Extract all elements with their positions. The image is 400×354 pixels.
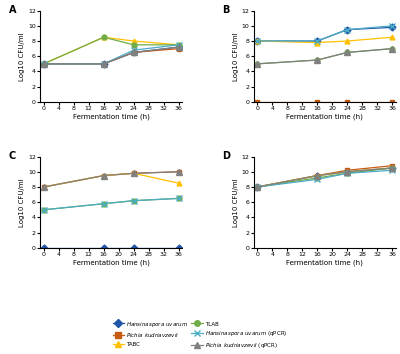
Legend: $\it{Hansinaspora}$ $\it{uvarum}$, $\it{Pichia}$ $\it{kudriavzevii}$, TABC, TLAB: $\it{Hansinaspora}$ $\it{uvarum}$, $\it{… (112, 319, 288, 351)
X-axis label: Fermentation time (h): Fermentation time (h) (73, 260, 150, 266)
Y-axis label: Log10 CFU/ml: Log10 CFU/ml (19, 178, 25, 227)
Text: A: A (9, 5, 16, 15)
Y-axis label: Log10 CFU/ml: Log10 CFU/ml (19, 32, 25, 81)
X-axis label: Fermentation time (h): Fermentation time (h) (286, 114, 363, 120)
X-axis label: Fermentation time (h): Fermentation time (h) (286, 260, 363, 266)
Text: B: B (222, 5, 230, 15)
Y-axis label: Log10 CFU/ml: Log10 CFU/ml (233, 32, 239, 81)
Y-axis label: Log10 CFU/ml: Log10 CFU/ml (233, 178, 239, 227)
Text: D: D (222, 151, 230, 161)
X-axis label: Fermentation time (h): Fermentation time (h) (73, 114, 150, 120)
Text: C: C (9, 151, 16, 161)
